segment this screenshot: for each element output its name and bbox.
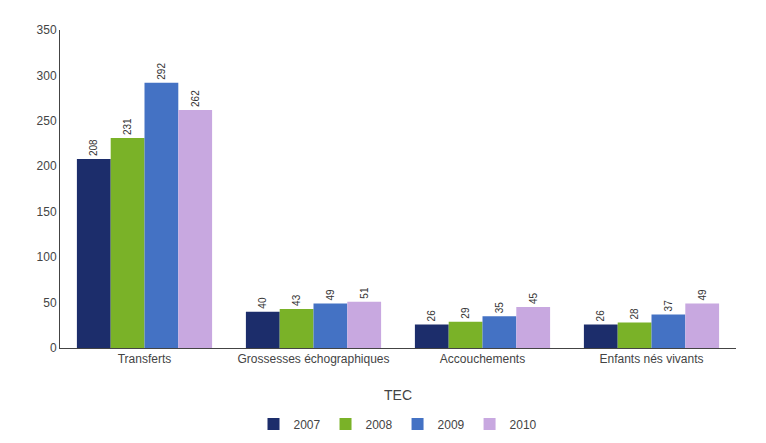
svg-text:300: 300	[37, 69, 57, 83]
svg-text:50: 50	[43, 296, 57, 310]
svg-text:26: 26	[595, 310, 606, 322]
svg-text:45: 45	[528, 293, 539, 305]
svg-text:0: 0	[50, 341, 57, 355]
svg-text:49: 49	[697, 289, 708, 301]
svg-text:2008: 2008	[366, 418, 393, 432]
svg-text:Accouchements: Accouchements	[440, 352, 525, 366]
svg-text:2007: 2007	[294, 418, 321, 432]
svg-text:40: 40	[257, 297, 268, 309]
svg-text:49: 49	[325, 289, 336, 301]
svg-text:Enfants nés vivants: Enfants nés vivants	[599, 352, 703, 366]
svg-text:250: 250	[37, 114, 57, 128]
svg-text:51: 51	[359, 287, 370, 299]
svg-text:Grossesses échographiques: Grossesses échographiques	[237, 352, 389, 366]
svg-text:29: 29	[460, 307, 471, 319]
svg-text:208: 208	[88, 139, 99, 156]
svg-text:26: 26	[426, 310, 437, 322]
svg-text:350: 350	[37, 23, 57, 37]
svg-text:43: 43	[291, 294, 302, 306]
svg-text:231: 231	[122, 118, 133, 135]
svg-text:Transferts: Transferts	[118, 352, 172, 366]
svg-text:150: 150	[37, 205, 57, 219]
svg-text:37: 37	[663, 300, 674, 312]
svg-text:2009: 2009	[438, 418, 465, 432]
svg-text:2010: 2010	[510, 418, 537, 432]
svg-text:TEC: TEC	[384, 387, 412, 403]
svg-text:35: 35	[494, 302, 505, 314]
svg-text:200: 200	[37, 159, 57, 173]
svg-text:100: 100	[37, 250, 57, 264]
svg-text:292: 292	[156, 63, 167, 80]
svg-text:262: 262	[190, 90, 201, 107]
svg-text:28: 28	[629, 308, 640, 320]
